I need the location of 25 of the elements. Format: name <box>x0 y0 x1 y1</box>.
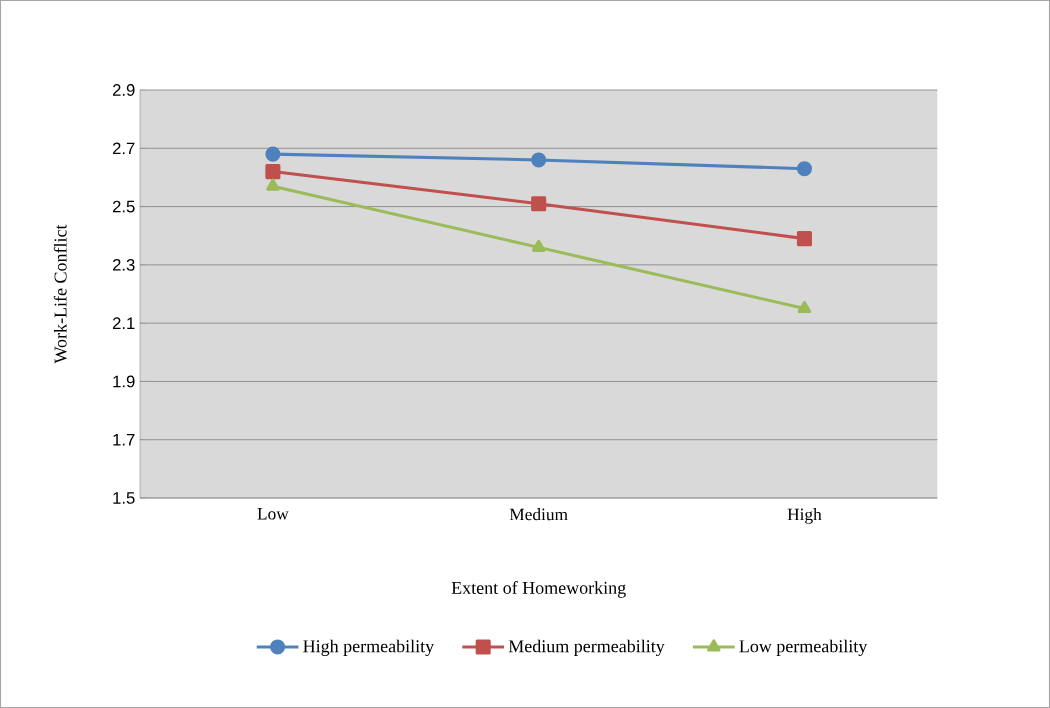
y-tick-label: 2.7 <box>112 142 135 155</box>
point <box>266 178 280 191</box>
legend-label: Low permeability <box>739 639 868 657</box>
y-tick-label: 1.7 <box>113 433 135 446</box>
point <box>265 164 281 180</box>
legend-label: Medium permeability <box>508 639 665 657</box>
legend-label: High permeability <box>303 639 435 657</box>
y-tick-label: 2.9 <box>112 84 135 96</box>
point <box>531 196 547 212</box>
y-axis-title: Work-Life Conflict <box>53 224 67 364</box>
x-tick-label: Low <box>257 508 289 520</box>
point <box>796 231 812 247</box>
point <box>265 146 281 162</box>
x-tick-label: High <box>787 508 822 524</box>
x-axis-title: Extent of Homeworking <box>451 581 626 598</box>
point <box>531 152 547 168</box>
y-tick-label: 2.1 <box>112 317 135 329</box>
y-tick-label: 1.9 <box>113 375 135 388</box>
point <box>797 301 812 314</box>
y-tick-label: 1.5 <box>113 492 135 504</box>
y-tick-label: 2.3 <box>112 258 135 271</box>
x-tick-label: Medium <box>509 508 568 521</box>
point <box>531 239 546 252</box>
point <box>796 161 812 177</box>
y-tick-label: 2.5 <box>112 200 135 213</box>
